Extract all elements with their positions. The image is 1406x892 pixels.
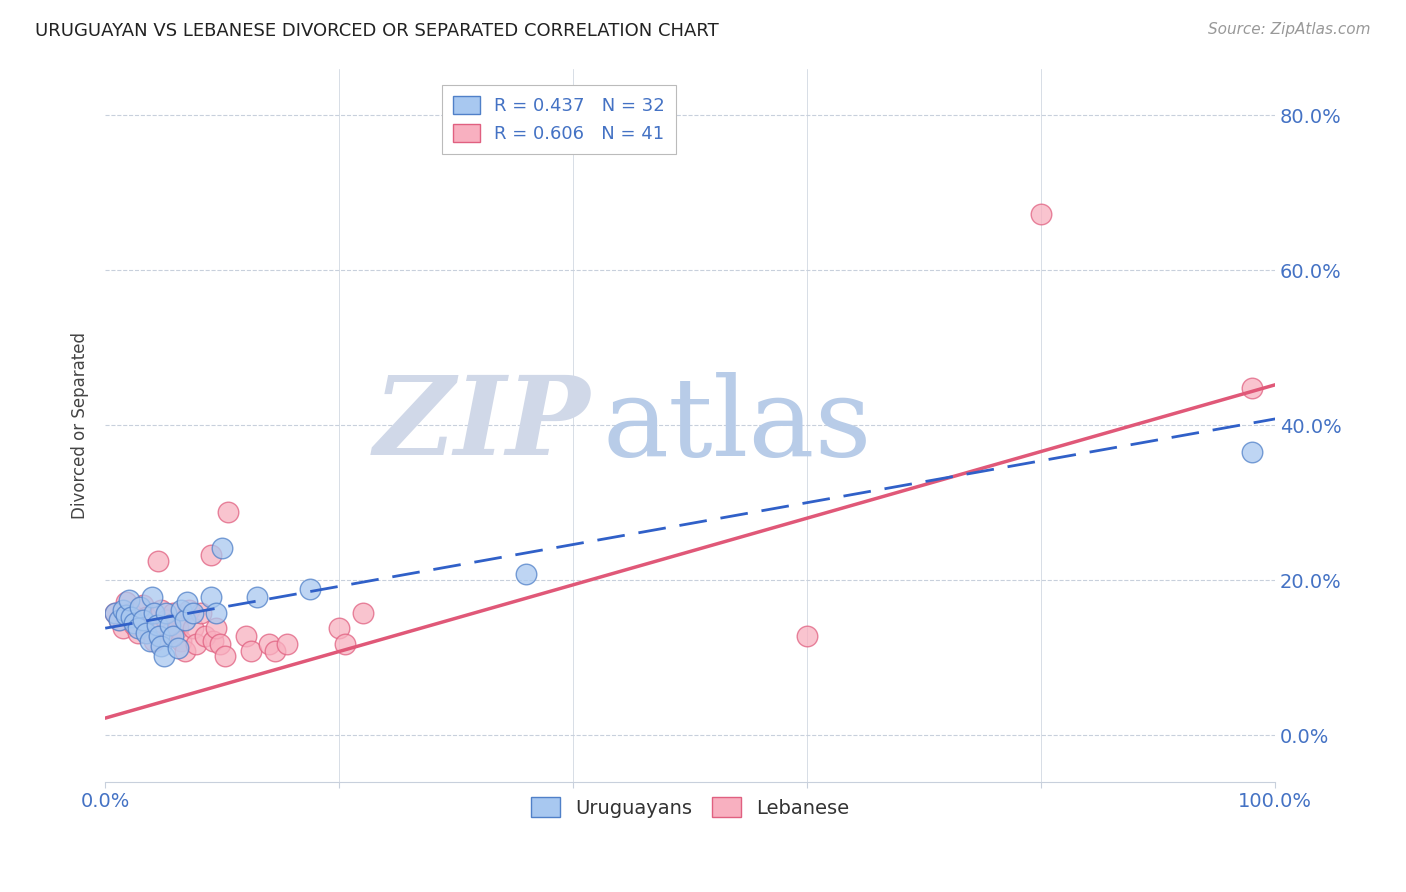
Point [235, 629, 257, 643]
Point [124, 618, 146, 632]
Point [328, 621, 350, 635]
Point [120, 610, 142, 624]
Point [205, 621, 228, 635]
Point [127, 625, 149, 640]
Point [186, 637, 208, 651]
Point [155, 606, 177, 620]
Point [108, 614, 131, 628]
Point [111, 602, 134, 616]
Point [155, 614, 177, 628]
Point [263, 644, 285, 658]
Text: atlas: atlas [602, 372, 872, 479]
Point [148, 629, 170, 643]
Point [111, 621, 134, 635]
Point [108, 614, 131, 628]
Point [159, 618, 181, 632]
Point [150, 602, 173, 616]
Point [181, 606, 204, 620]
Point [127, 621, 149, 635]
Point [103, 606, 125, 620]
Point [135, 610, 157, 624]
Point [352, 606, 374, 620]
Point [170, 633, 193, 648]
Point [200, 549, 222, 563]
Point [333, 637, 356, 651]
Point [135, 625, 157, 640]
Point [141, 591, 163, 605]
Point [179, 602, 201, 616]
Point [131, 598, 153, 612]
Point [152, 649, 174, 664]
Y-axis label: Divorced or Separated: Divorced or Separated [72, 332, 89, 518]
Point [211, 541, 233, 555]
Point [246, 591, 269, 605]
Point [298, 582, 321, 597]
Point [103, 606, 125, 620]
Point [115, 607, 138, 622]
Point [173, 614, 195, 628]
Point [166, 641, 188, 656]
Point [208, 637, 231, 651]
Point [201, 633, 224, 648]
Point [145, 618, 167, 632]
Point [1031, 207, 1053, 221]
Point [129, 600, 152, 615]
Point [181, 621, 204, 635]
Point [173, 644, 195, 658]
Text: URUGUAYAN VS LEBANESE DIVORCED OR SEPARATED CORRELATION CHART: URUGUAYAN VS LEBANESE DIVORCED OR SEPARA… [35, 22, 718, 40]
Point [117, 592, 139, 607]
Point [240, 644, 263, 658]
Point [214, 649, 236, 664]
Text: ZIP: ZIP [374, 371, 591, 479]
Point [124, 615, 146, 630]
Point [120, 606, 142, 620]
Point [257, 637, 280, 651]
Point [194, 629, 217, 643]
Point [200, 591, 222, 605]
Point [162, 629, 184, 643]
Point [515, 566, 537, 581]
Point [205, 606, 228, 620]
Point [138, 633, 160, 648]
Point [159, 625, 181, 640]
Point [131, 614, 153, 628]
Point [217, 505, 239, 519]
Point [115, 595, 138, 609]
Point [276, 637, 298, 651]
Point [176, 595, 198, 609]
Point [170, 602, 193, 616]
Point [146, 554, 169, 568]
Point [1240, 445, 1263, 459]
Point [162, 606, 184, 620]
Point [190, 606, 212, 620]
Point [143, 633, 166, 648]
Point [150, 639, 173, 653]
Point [138, 624, 160, 638]
Point [796, 629, 818, 643]
Point [143, 606, 166, 620]
Legend: Uruguayans, Lebanese: Uruguayans, Lebanese [523, 789, 858, 825]
Point [166, 621, 188, 635]
Text: Source: ZipAtlas.com: Source: ZipAtlas.com [1208, 22, 1371, 37]
Point [1240, 381, 1263, 395]
